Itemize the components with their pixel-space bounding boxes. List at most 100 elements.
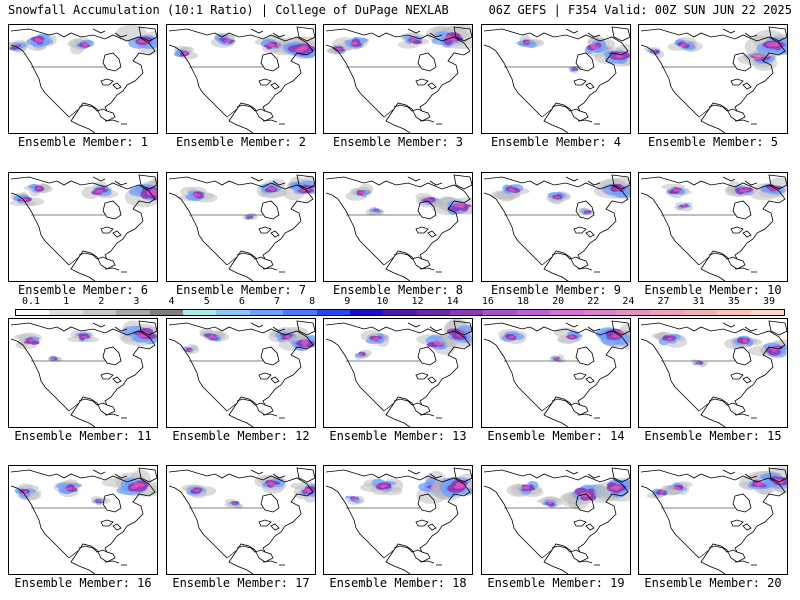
snow-patch xyxy=(150,189,157,194)
snowfall-shading xyxy=(9,177,157,208)
colorbar-tick-label: 7 xyxy=(273,296,281,307)
ensemble-member-label: Ensemble Member: 7 xyxy=(175,283,307,297)
snow-patch xyxy=(556,358,558,360)
colorbar-tick-label: 0.1 xyxy=(21,296,41,307)
colorbar-segment xyxy=(383,310,417,315)
ensemble-member-map xyxy=(8,465,158,575)
snow-patch xyxy=(426,199,430,202)
snow-patch xyxy=(772,43,780,47)
ensemble-member-label: Ensemble Member: 13 xyxy=(329,429,467,443)
ensemble-member-map xyxy=(323,24,473,134)
colorbar-tick-label: 4 xyxy=(168,296,175,307)
snow-patch xyxy=(697,362,701,364)
snow-patch xyxy=(573,68,576,70)
snow-patch xyxy=(194,490,199,493)
ensemble-member-label: Ensemble Member: 2 xyxy=(175,135,307,149)
ensemble-member-label: Ensemble Member: 15 xyxy=(644,429,782,443)
snow-patch xyxy=(508,336,512,339)
colorbar-segment xyxy=(650,310,684,315)
colorbar-segment xyxy=(450,310,484,315)
snowfall-shading xyxy=(354,319,472,360)
colorbar-segment xyxy=(683,310,718,315)
colorbar-segment xyxy=(182,310,217,315)
colorbar-segment xyxy=(750,310,784,315)
colorbar-tick-label: 22 xyxy=(587,296,600,307)
snow-patch xyxy=(267,43,274,47)
ensemble-member-label: Ensemble Member: 14 xyxy=(487,429,625,443)
product-title: Snowfall Accumulation (10:1 Ratio) | Col… xyxy=(8,3,449,17)
snowfall-map xyxy=(168,26,315,133)
ensemble-member-map xyxy=(323,465,473,575)
snow-patch xyxy=(64,487,70,490)
ensemble-member-label: Ensemble Member: 1 xyxy=(17,135,149,149)
snow-patch xyxy=(82,44,88,47)
snow-patch xyxy=(179,52,185,57)
ensemble-member-label: Ensemble Member: 12 xyxy=(172,429,310,443)
snow-patch xyxy=(548,502,552,504)
snowfall-map xyxy=(9,25,157,133)
snow-patch xyxy=(96,500,100,503)
snow-patch xyxy=(425,197,429,200)
snow-patch xyxy=(52,357,55,359)
snow-patch xyxy=(525,41,530,44)
ensemble-member-map xyxy=(8,172,158,282)
snowfall-shading xyxy=(498,323,630,363)
ensemble-member-map xyxy=(166,465,316,575)
colorbar-tick-label: 1 xyxy=(63,296,70,307)
snow-patch xyxy=(233,502,236,504)
snow-patch xyxy=(586,211,589,214)
snowfall-map xyxy=(483,26,630,133)
snowfall-shading xyxy=(646,466,787,499)
snow-patch xyxy=(81,336,85,338)
snow-patch xyxy=(303,339,308,344)
snow-patch xyxy=(744,188,748,191)
snow-patch xyxy=(457,203,463,206)
colorbar-segment xyxy=(550,310,584,315)
snow-patch xyxy=(232,503,235,505)
ensemble-member-map xyxy=(481,24,631,134)
snow-patch xyxy=(585,212,589,214)
snow-patch xyxy=(436,342,442,346)
colorbar-tick-label: 27 xyxy=(657,296,670,307)
colorbar-tick-label: 12 xyxy=(411,296,424,307)
ensemble-member-map xyxy=(481,318,631,428)
colorbar-segment xyxy=(116,310,150,315)
ensemble-member-map xyxy=(166,24,316,134)
snow-patch xyxy=(133,482,139,487)
ensemble-member-map xyxy=(323,172,473,282)
colorbar-tick-label: 20 xyxy=(552,296,565,307)
ensemble-member-label: Ensemble Member: 6 xyxy=(17,283,149,297)
snow-patch xyxy=(411,38,417,41)
colorbar-segment xyxy=(717,310,751,315)
ensemble-member-label: Ensemble Member: 19 xyxy=(487,576,625,590)
colorbar-segment xyxy=(149,310,183,315)
colorbar-segment xyxy=(316,310,350,315)
colorbar-segment xyxy=(349,310,384,315)
colorbar-tick-label: 24 xyxy=(622,296,635,307)
ensemble-member-map xyxy=(481,172,631,282)
colorbar-tick-label: 5 xyxy=(203,296,210,307)
snow-patch xyxy=(98,187,106,191)
snow-patch xyxy=(269,482,274,484)
colorbar-segment xyxy=(283,310,317,315)
colorbar-segment xyxy=(216,310,250,315)
colorbar-segment xyxy=(82,310,117,315)
snowfall-map xyxy=(640,26,787,133)
snowfall-map xyxy=(325,319,472,427)
colorbar-segment xyxy=(16,310,50,315)
ensemble-member-label: Ensemble Member: 4 xyxy=(490,135,622,149)
snowfall-map xyxy=(168,174,315,281)
snow-patch xyxy=(673,486,679,489)
snow-patch xyxy=(682,204,685,207)
snowfall-map xyxy=(168,467,315,574)
snowfall-shading xyxy=(9,25,157,56)
snowfall-shading xyxy=(14,469,157,505)
snow-patch xyxy=(307,489,312,492)
snow-patch xyxy=(212,336,216,339)
snowfall-map xyxy=(325,25,472,133)
snowfall-map xyxy=(168,320,315,427)
colorbar-segment xyxy=(249,310,284,315)
snowfall-shading xyxy=(516,34,630,74)
colorbar-tick-label: 14 xyxy=(446,296,459,307)
snow-patch xyxy=(412,40,416,42)
